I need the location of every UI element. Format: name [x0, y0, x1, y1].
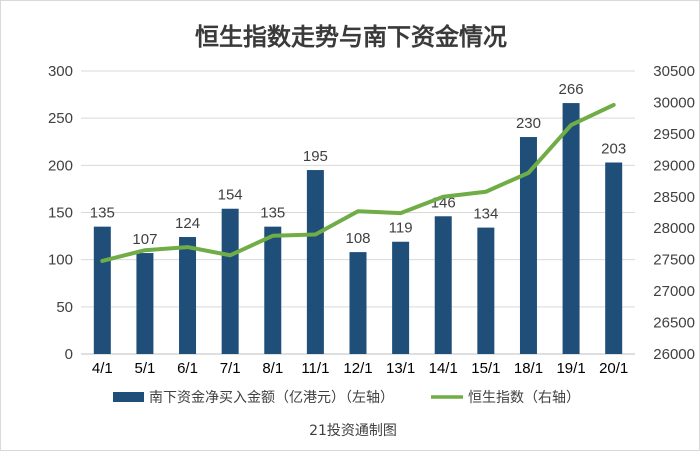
bar — [264, 226, 282, 354]
category-label: 11/1 — [301, 360, 329, 377]
bar-value-label: 266 — [559, 81, 584, 98]
left-tick-label: 150 — [48, 205, 73, 222]
bar-value-label: 135 — [90, 205, 115, 222]
bar-value-label: 124 — [175, 215, 200, 232]
category-label: 12/1 — [343, 360, 372, 377]
left-axis-ticks: 0 50 100 150 200 250 300 — [48, 63, 73, 363]
legend: 南下资金净买入金额（亿港元）（左轴） 恒生指数（右轴） — [113, 390, 580, 406]
bar-value-label: 108 — [345, 230, 370, 247]
right-tick-label: 30500 — [653, 63, 695, 80]
bar — [221, 208, 239, 354]
right-tick-label: 29500 — [653, 126, 695, 143]
category-label: 7/1 — [220, 360, 241, 377]
category-label: 18/1 — [514, 360, 543, 377]
right-tick-label: 26000 — [653, 346, 695, 363]
right-tick-label: 27000 — [653, 283, 695, 300]
legend-bar-label: 南下资金净买入金额（亿港元）（左轴） — [149, 390, 394, 406]
right-tick-label: 28500 — [653, 189, 695, 206]
category-label: 15/1 — [471, 360, 500, 377]
bar-value-label: 154 — [218, 187, 243, 204]
right-tick-label: 29000 — [653, 157, 695, 174]
right-axis-ticks: 26000 26500 27000 27500 28000 28500 29000 29500… — [653, 63, 695, 363]
category-label: 8/1 — [262, 360, 283, 377]
category-label: 19/1 — [556, 360, 585, 377]
bar — [306, 170, 324, 354]
legend-bar-swatch — [113, 392, 144, 402]
legend-line-label: 恒生指数（右轴） — [468, 390, 580, 406]
category-labels: 4/1 5/1 6/1 7/1 8/1 11/1 12/1 13/1 14/1 15/1 18/1 1… — [92, 360, 628, 377]
right-tick-label: 26500 — [653, 315, 695, 332]
source-note: 21投资通制图 — [309, 423, 397, 439]
index-line — [100, 102, 616, 263]
chart-title: 恒生指数走势与南下资金情况 — [195, 23, 507, 51]
right-tick-label: 28000 — [653, 220, 695, 237]
bar-value-label: 107 — [132, 231, 157, 248]
bar-value-label: 230 — [516, 115, 541, 132]
left-tick-label: 50 — [56, 299, 73, 316]
right-tick-label: 30000 — [653, 94, 695, 111]
bar — [519, 137, 537, 354]
bar — [562, 103, 580, 354]
bar — [477, 227, 495, 354]
bar — [392, 241, 410, 354]
category-label: 5/1 — [134, 360, 155, 377]
bar-value-label: 203 — [601, 141, 626, 158]
bar — [93, 226, 111, 354]
left-tick-label: 300 — [48, 63, 73, 80]
bar — [605, 162, 623, 354]
category-label: 13/1 — [386, 360, 415, 377]
left-tick-label: 0 — [65, 346, 73, 363]
right-tick-label: 27500 — [653, 252, 695, 269]
category-label: 6/1 — [177, 360, 198, 377]
bar-value-label: 135 — [260, 205, 285, 222]
category-label: 20/1 — [599, 360, 628, 377]
category-label: 14/1 — [429, 360, 458, 377]
bar — [349, 252, 367, 354]
bar — [434, 216, 452, 354]
category-label: 4/1 — [92, 360, 113, 377]
left-tick-label: 200 — [48, 157, 73, 174]
bar-value-label: 134 — [473, 206, 498, 223]
bar — [136, 253, 154, 354]
bar — [179, 237, 197, 354]
line-series — [100, 102, 616, 263]
left-tick-label: 100 — [48, 252, 73, 269]
bar-series — [93, 103, 623, 354]
bar-value-label: 195 — [303, 148, 328, 165]
left-tick-label: 250 — [48, 110, 73, 127]
bar-value-label: 119 — [389, 220, 413, 237]
